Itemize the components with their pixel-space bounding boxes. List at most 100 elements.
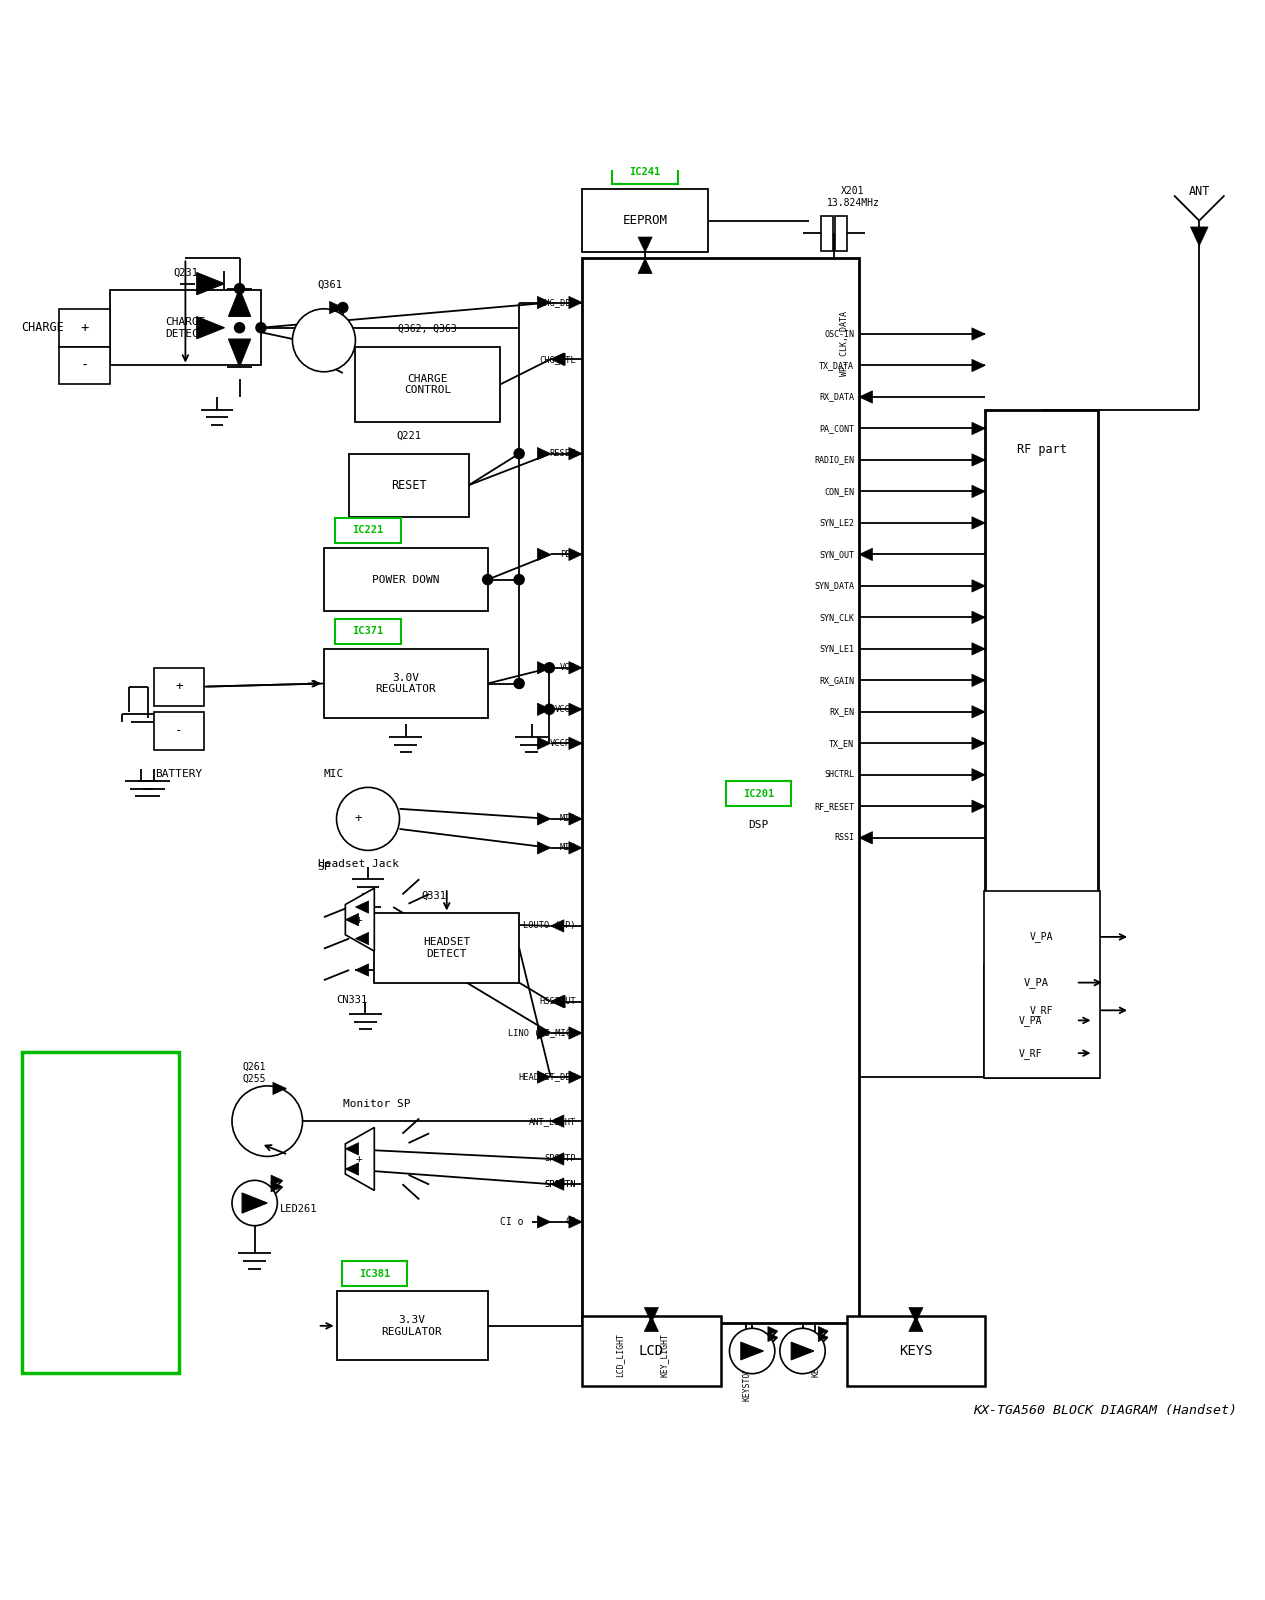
Circle shape <box>234 283 244 294</box>
Text: SYN_LE2: SYN_LE2 <box>820 518 854 528</box>
Text: SYN_DATA: SYN_DATA <box>815 581 854 590</box>
Text: ANT_LIGHT: ANT_LIGHT <box>529 1117 576 1126</box>
Polygon shape <box>538 738 550 749</box>
Text: VCCA: VCCA <box>555 706 576 714</box>
Polygon shape <box>908 1307 923 1323</box>
Polygon shape <box>550 995 564 1008</box>
Text: CHG_CTL: CHG_CTL <box>539 355 576 363</box>
Text: SP: SP <box>318 862 331 872</box>
Text: V_RF: V_RF <box>1030 1005 1054 1016</box>
Text: LCD: LCD <box>639 1344 664 1358</box>
Polygon shape <box>972 579 985 592</box>
Bar <box>154 667 204 706</box>
Text: IC201: IC201 <box>743 789 774 798</box>
Polygon shape <box>229 339 250 366</box>
Polygon shape <box>552 995 565 1008</box>
Text: SHCTRL: SHCTRL <box>825 770 854 779</box>
Polygon shape <box>550 354 564 365</box>
Text: V_PA: V_PA <box>1023 978 1049 989</box>
Polygon shape <box>859 390 873 403</box>
Text: Q361: Q361 <box>318 280 343 290</box>
Text: VCCPA: VCCPA <box>549 739 576 747</box>
Bar <box>154 712 204 750</box>
Polygon shape <box>550 1178 564 1190</box>
Text: POWER DOWN: POWER DOWN <box>372 574 439 584</box>
Polygon shape <box>538 1070 550 1083</box>
Text: MIN: MIN <box>560 843 576 853</box>
Bar <box>324 549 488 611</box>
Text: IC221: IC221 <box>353 525 383 536</box>
Polygon shape <box>1190 227 1208 246</box>
Text: RESET: RESET <box>549 450 576 458</box>
Text: MIC: MIC <box>324 768 344 779</box>
Text: SYN_CLK: SYN_CLK <box>820 613 854 622</box>
Polygon shape <box>538 549 550 560</box>
Polygon shape <box>569 813 582 826</box>
Circle shape <box>336 787 400 850</box>
Polygon shape <box>273 1082 286 1094</box>
Circle shape <box>514 678 524 688</box>
Circle shape <box>730 1328 775 1374</box>
Text: +: + <box>176 680 183 693</box>
Polygon shape <box>345 888 374 950</box>
Text: CHARGE
CONTROL: CHARGE CONTROL <box>405 373 452 395</box>
Polygon shape <box>644 1307 659 1323</box>
Bar <box>726 781 791 806</box>
Text: +: + <box>81 320 89 334</box>
Polygon shape <box>569 448 582 459</box>
Text: PDN: PDN <box>560 550 576 558</box>
Polygon shape <box>741 1342 764 1360</box>
Bar <box>582 1317 721 1386</box>
Text: ANT: ANT <box>1189 186 1209 198</box>
Polygon shape <box>972 517 985 530</box>
Polygon shape <box>197 272 224 294</box>
Polygon shape <box>538 1027 550 1038</box>
Text: VCC: VCC <box>560 664 576 672</box>
Circle shape <box>234 323 244 333</box>
Circle shape <box>544 662 554 672</box>
Polygon shape <box>569 296 582 309</box>
Text: RADIO_EN: RADIO_EN <box>815 456 854 464</box>
Bar <box>110 290 261 365</box>
Circle shape <box>231 1086 302 1157</box>
Text: PA_CONT: PA_CONT <box>820 424 854 434</box>
Text: OSC-IN: OSC-IN <box>825 330 854 339</box>
Polygon shape <box>972 768 985 781</box>
Polygon shape <box>569 702 582 715</box>
Polygon shape <box>330 301 343 314</box>
Polygon shape <box>972 454 985 466</box>
Bar <box>582 259 859 1323</box>
Polygon shape <box>569 549 582 560</box>
Text: 3.0V
REGULATOR: 3.0V REGULATOR <box>376 672 436 694</box>
Text: TX_EN: TX_EN <box>829 739 854 747</box>
Polygon shape <box>242 1194 267 1213</box>
Polygon shape <box>538 813 550 826</box>
Bar <box>324 650 488 718</box>
Text: KEYS: KEYS <box>899 1344 932 1358</box>
Circle shape <box>338 302 348 312</box>
Polygon shape <box>972 674 985 686</box>
Text: Q331: Q331 <box>421 891 447 901</box>
Polygon shape <box>908 1317 923 1331</box>
Bar <box>336 1291 488 1360</box>
Text: CI o: CI o <box>500 1218 524 1227</box>
Text: TX_DATA: TX_DATA <box>820 362 854 370</box>
Text: LINO (HS_MIC): LINO (HS_MIC) <box>507 1029 576 1037</box>
Polygon shape <box>345 914 358 926</box>
Text: CI: CI <box>565 1218 576 1227</box>
Text: RX_GAIN: RX_GAIN <box>820 675 854 685</box>
Text: MIP: MIP <box>560 814 576 824</box>
Circle shape <box>779 1328 825 1374</box>
Text: LED261: LED261 <box>280 1205 318 1214</box>
Text: SPOUTN: SPOUTN <box>544 1179 576 1189</box>
Polygon shape <box>538 661 550 674</box>
Text: Monitor SP: Monitor SP <box>343 1099 410 1109</box>
Polygon shape <box>569 661 582 674</box>
Text: KEYIN_1~5: KEYIN_1~5 <box>811 1333 820 1376</box>
Text: +: + <box>355 915 363 925</box>
Circle shape <box>514 574 524 584</box>
Text: V_PA: V_PA <box>1030 931 1054 942</box>
Polygon shape <box>859 549 873 560</box>
Text: RESET: RESET <box>391 478 426 491</box>
Text: CN331: CN331 <box>336 995 368 1005</box>
